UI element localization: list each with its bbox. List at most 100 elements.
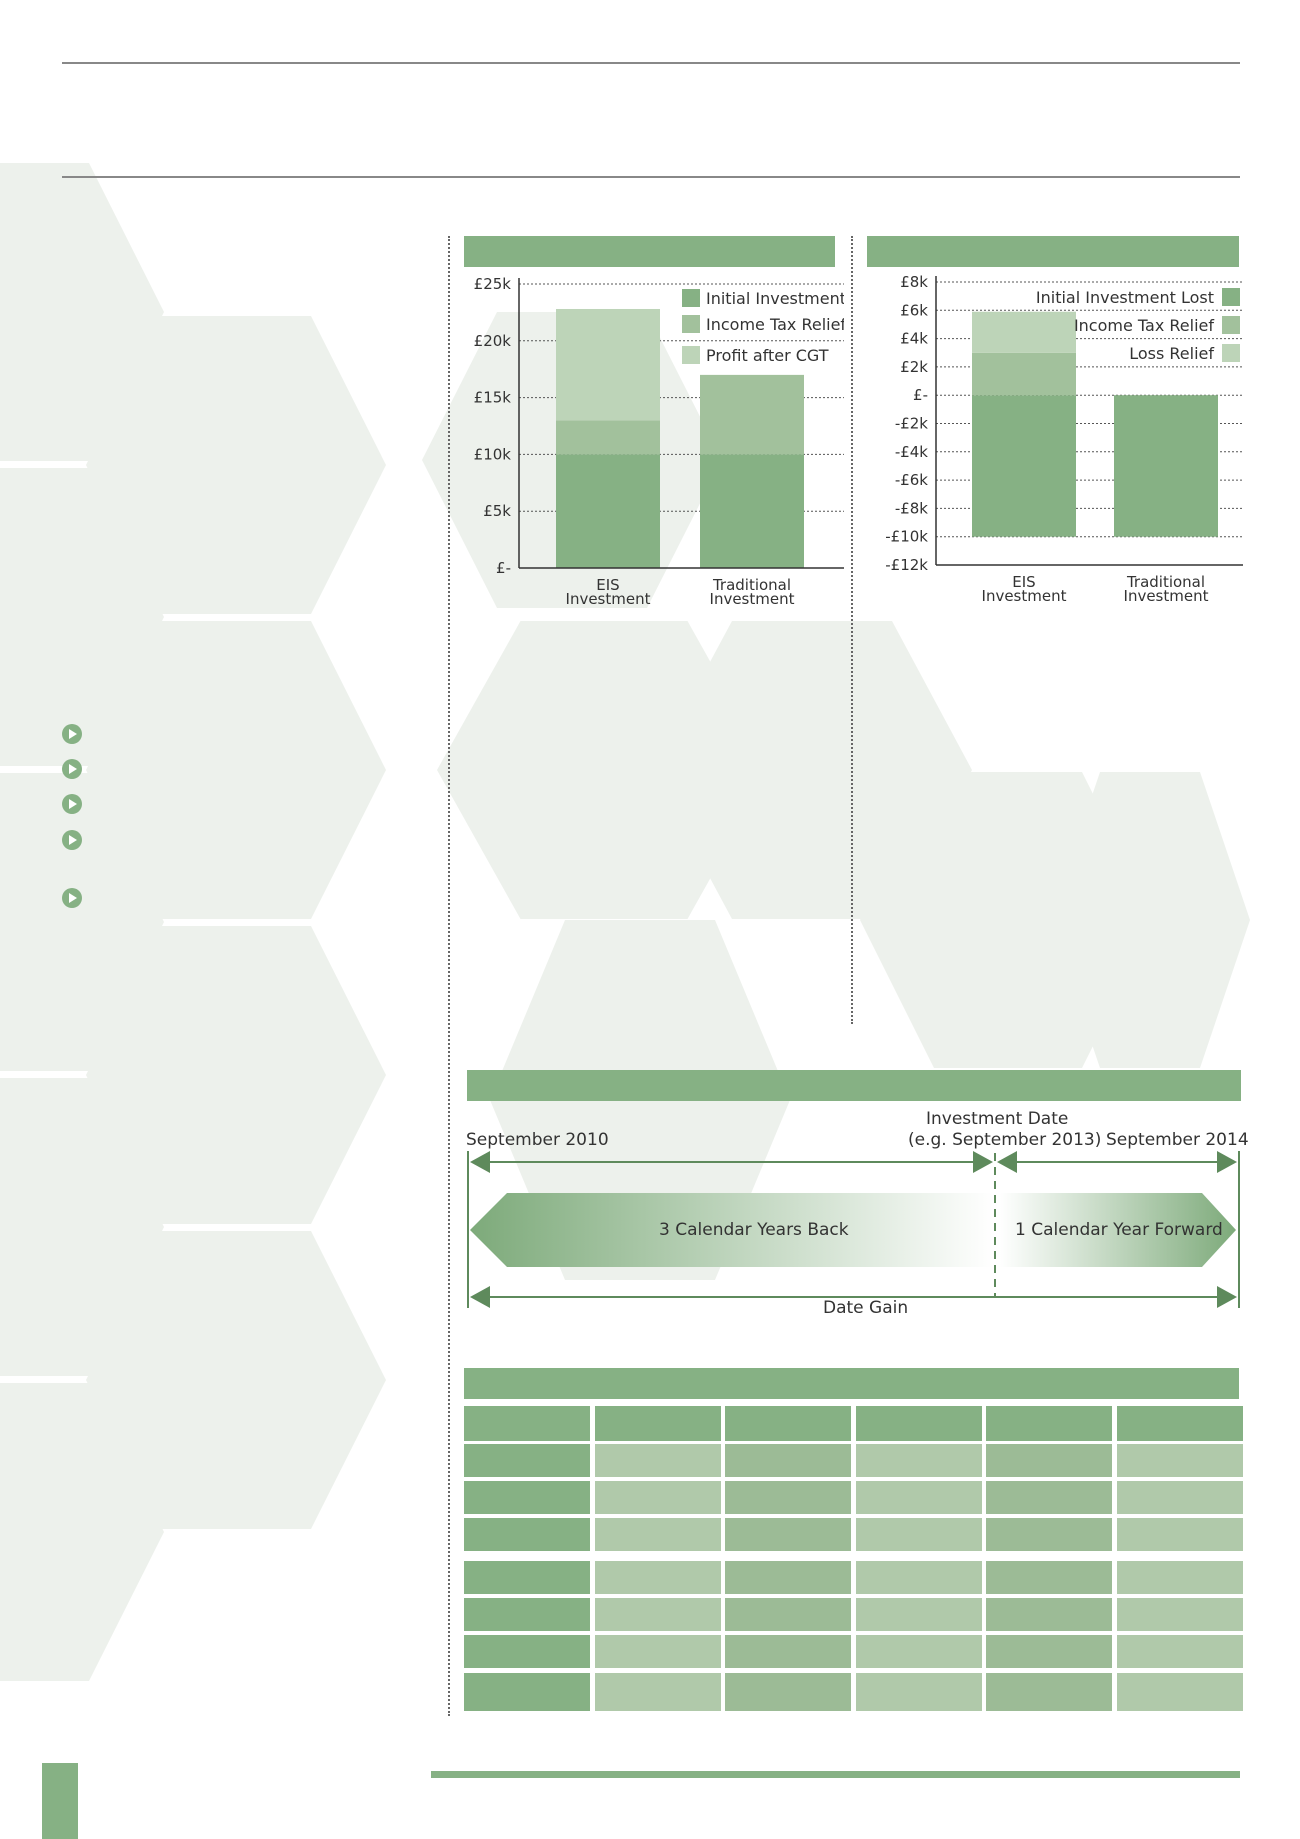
- table-cell: [855, 1635, 982, 1668]
- table-cell: [986, 1561, 1112, 1594]
- y-tick-label: £10k: [474, 445, 512, 463]
- bar-segment: [556, 308, 660, 421]
- bar-segment: [972, 395, 1076, 537]
- x-tick-label: Investment: [566, 590, 651, 608]
- table-cell: [594, 1598, 721, 1631]
- y-tick-label: £25k: [474, 275, 512, 293]
- y-tick-label: £-: [913, 386, 928, 404]
- table-cell: [725, 1561, 851, 1594]
- bullet-icon: [62, 794, 82, 814]
- y-tick-label: £8k: [900, 273, 928, 291]
- table-row-header-cell: [464, 1518, 590, 1551]
- table-cell: [855, 1481, 982, 1514]
- background-hexagon: [652, 621, 972, 919]
- table-cell: [594, 1635, 721, 1668]
- y-tick-label: £2k: [900, 358, 928, 376]
- background-hexagon: [0, 773, 164, 1071]
- table-row-header-cell: [464, 1444, 590, 1477]
- data-table: [464, 1406, 1243, 1718]
- table-cell: [986, 1635, 1112, 1668]
- table-cell: [1116, 1561, 1243, 1594]
- table-cell: [986, 1598, 1112, 1631]
- table-cell: [855, 1598, 982, 1631]
- table-cell: [1116, 1673, 1243, 1711]
- bar-segment: [1114, 395, 1218, 537]
- table-row-header-cell: [464, 1598, 590, 1631]
- legend-swatch: [1222, 288, 1240, 306]
- header-rule-bottom: [62, 176, 1240, 178]
- table-header-cell: [464, 1406, 590, 1441]
- table-cell: [986, 1518, 1112, 1551]
- legend-label: Income Tax Relief: [1074, 316, 1214, 335]
- table-cell: [986, 1481, 1112, 1514]
- table-cell: [594, 1518, 721, 1551]
- background-hexagon: [0, 1383, 164, 1681]
- background-hexagon: [0, 163, 164, 461]
- y-tick-label: -£6k: [895, 471, 928, 489]
- timeline-end-label: September 2014: [1106, 1130, 1249, 1150]
- table-cell: [594, 1444, 721, 1477]
- table-cell: [1116, 1598, 1243, 1631]
- table-cell: [725, 1635, 851, 1668]
- y-tick-label: -£10k: [885, 528, 928, 546]
- legend-swatch: [1222, 344, 1240, 362]
- table-cell: [725, 1444, 851, 1477]
- background-hexagon: [86, 621, 386, 919]
- back-period-label: 3 Calendar Years Back: [659, 1220, 849, 1240]
- table-cell: [855, 1561, 982, 1594]
- y-tick-label: £6k: [900, 301, 928, 319]
- footer-rule: [431, 1771, 1240, 1778]
- timeline-diagram: [462, 1145, 1247, 1325]
- column-divider-middle: [851, 236, 853, 1024]
- chart1-title-bar: [464, 236, 835, 267]
- background-hexagon: [0, 468, 164, 766]
- table-cell: [594, 1481, 721, 1514]
- bullet-icon: [62, 830, 82, 850]
- forward-period-label: 1 Calendar Year Forward: [1015, 1220, 1223, 1240]
- x-tick-label: EIS: [596, 576, 619, 594]
- background-hexagon: [86, 1231, 386, 1529]
- x-tick-label: Investment: [982, 587, 1067, 605]
- y-tick-label: -£8k: [895, 499, 928, 517]
- table-row-header-cell: [464, 1561, 590, 1594]
- bar-segment: [700, 454, 804, 568]
- table-header-cell: [594, 1406, 721, 1441]
- legend-label: Initial Investment: [706, 289, 844, 308]
- legend-swatch: [682, 346, 700, 364]
- chart2-title-bar: [867, 236, 1239, 267]
- table-header-cell: [725, 1406, 851, 1441]
- table-cell: [1116, 1518, 1243, 1551]
- background-hexagon: [86, 316, 386, 614]
- table-cell: [1116, 1444, 1243, 1477]
- y-tick-label: -£4k: [895, 443, 928, 461]
- legend-swatch: [682, 315, 700, 333]
- x-tick-label: Traditional: [1126, 573, 1205, 591]
- table-cell: [725, 1518, 851, 1551]
- table-cell: [725, 1673, 851, 1711]
- bar-segment: [700, 374, 804, 455]
- table-cell: [1116, 1481, 1243, 1514]
- y-tick-label: £4k: [900, 330, 928, 348]
- investment-date-label: Investment Date: [926, 1109, 1069, 1129]
- table-row-header-cell: [464, 1673, 590, 1711]
- table-cell: [725, 1481, 851, 1514]
- table-row-header-cell: [464, 1635, 590, 1668]
- table-row-header-cell: [464, 1481, 590, 1514]
- y-tick-label: £-: [496, 559, 511, 577]
- table-header-cell: [855, 1406, 982, 1441]
- legend-label: Loss Relief: [1129, 344, 1214, 363]
- table-cell: [855, 1444, 982, 1477]
- table-cell: [1116, 1635, 1243, 1668]
- investment-date-example: (e.g. September 2013): [908, 1130, 1102, 1150]
- background-hexagon: [437, 621, 771, 919]
- table-cell: [986, 1673, 1112, 1711]
- legend-swatch: [1222, 316, 1240, 334]
- legend-label: Income Tax Relief: [706, 315, 844, 334]
- x-tick-label: Investment: [710, 590, 795, 608]
- bullet-icon: [62, 888, 82, 908]
- y-tick-label: -£12k: [885, 556, 928, 574]
- column-divider-left: [448, 236, 450, 1716]
- timeline-start-label: September 2010: [466, 1130, 609, 1150]
- table-cell: [594, 1673, 721, 1711]
- y-tick-label: £20k: [474, 332, 512, 350]
